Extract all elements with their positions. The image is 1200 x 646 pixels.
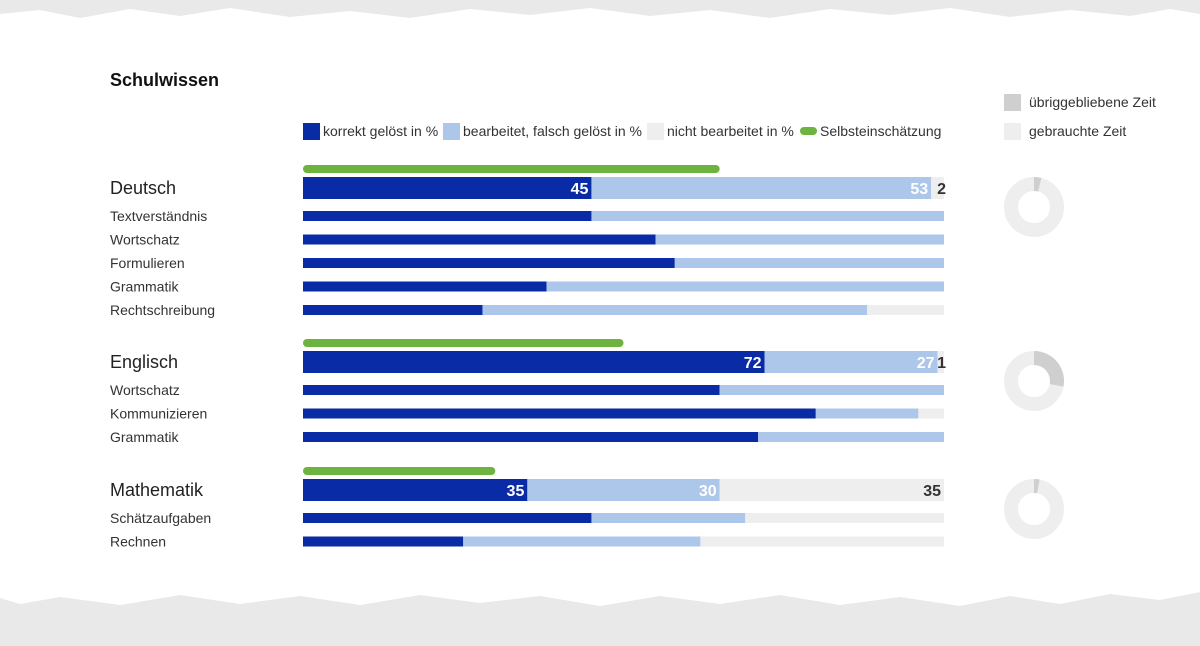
legend-time-remaining-label: übriggebliebene Zeit bbox=[1029, 94, 1156, 110]
englisch-sub-1-wrong-segment bbox=[815, 408, 919, 419]
mathematik-main-correct-segment bbox=[303, 479, 528, 501]
legend-time-remaining-swatch bbox=[1004, 93, 1021, 111]
deutsch-none-value-label: 2 bbox=[937, 181, 946, 198]
deutsch-subcategory-label: Formulieren bbox=[110, 255, 185, 271]
legend-time-used-swatch bbox=[1004, 122, 1021, 140]
englisch-wrong-value-label: 27 bbox=[917, 355, 935, 372]
mathematik-sub-1-correct-segment bbox=[303, 536, 464, 547]
legend-self-label: Selbsteinschätzung bbox=[820, 123, 942, 139]
mathematik-sub-1-wrong-segment bbox=[463, 536, 701, 547]
legend-correct-label: korrekt gelöst in % bbox=[323, 123, 439, 139]
englisch-sub-1-none-segment bbox=[918, 408, 944, 419]
deutsch-sub-4-wrong-segment bbox=[482, 305, 868, 315]
mathematik-sub-1-none-segment bbox=[700, 536, 944, 547]
mathematik-subcategory-label: Schätzaufgaben bbox=[110, 510, 211, 526]
mathematik-none-value-label: 35 bbox=[923, 483, 941, 500]
englisch-self-estimate-bar bbox=[303, 339, 624, 347]
legend-wrong-label: bearbeitet, falsch gelöst in % bbox=[463, 123, 642, 139]
legend-none: nicht bearbeitet in % bbox=[647, 122, 794, 140]
deutsch-sub-2-wrong-segment bbox=[674, 258, 944, 268]
deutsch-subcategory-label: Rechtschreibung bbox=[110, 302, 215, 318]
deutsch-subcategory-label: Textverständnis bbox=[110, 208, 207, 224]
englisch-main-none-segment bbox=[937, 351, 944, 373]
englisch-sub-0-wrong-segment bbox=[719, 385, 944, 395]
legend-none-label: nicht bearbeitet in % bbox=[667, 123, 794, 139]
deutsch-wrong-value-label: 53 bbox=[910, 181, 928, 198]
deutsch-sub-0-wrong-segment bbox=[591, 211, 944, 221]
legend-correct-swatch bbox=[303, 122, 320, 140]
legend-wrong-swatch bbox=[443, 122, 460, 140]
mathematik-self-estimate-bar bbox=[303, 467, 496, 475]
englisch-time-remaining-arc bbox=[1034, 351, 1064, 387]
legend-none-swatch bbox=[647, 122, 664, 140]
deutsch-sub-4-none-segment bbox=[867, 305, 944, 315]
page-title: Schulwissen bbox=[110, 70, 220, 90]
mathematik-wrong-value-label: 30 bbox=[699, 483, 717, 500]
englisch-none-value-label: 1 bbox=[937, 355, 946, 372]
deutsch-correct-value-label: 45 bbox=[571, 181, 589, 198]
mathematik-main-none-segment bbox=[719, 479, 944, 501]
deutsch-sub-3-wrong-segment bbox=[546, 281, 944, 292]
deutsch-subject-label: Deutsch bbox=[110, 178, 176, 198]
deutsch-self-estimate-bar bbox=[303, 165, 720, 173]
mathematik-main-wrong-segment bbox=[527, 479, 720, 501]
englisch-sub-0-correct-segment bbox=[303, 385, 720, 395]
englisch-subcategory-label: Grammatik bbox=[110, 429, 179, 445]
legend-time-used-label: gebrauchte Zeit bbox=[1029, 123, 1127, 139]
legend-wrong: bearbeitet, falsch gelöst in % bbox=[443, 122, 642, 140]
legend-time-used: gebrauchte Zeit bbox=[1004, 122, 1126, 140]
deutsch-subcategory-label: Wortschatz bbox=[110, 232, 180, 248]
englisch-subcategory-label: Kommunizieren bbox=[110, 406, 207, 422]
englisch-sub-1-correct-segment bbox=[303, 408, 816, 419]
mathematik-correct-value-label: 35 bbox=[507, 483, 525, 500]
englisch-sub-2-wrong-segment bbox=[758, 432, 944, 442]
englisch-main-wrong-segment bbox=[764, 351, 938, 373]
englisch-subcategory-label: Wortschatz bbox=[110, 382, 180, 398]
legend-self: Selbsteinschätzung bbox=[800, 122, 941, 140]
mathematik-sub-0-correct-segment bbox=[303, 513, 592, 523]
englisch-subject-label: Englisch bbox=[110, 352, 178, 372]
deutsch-sub-2-correct-segment bbox=[303, 258, 675, 268]
legend-time-remaining: übriggebliebene Zeit bbox=[1004, 93, 1156, 111]
deutsch-main-correct-segment bbox=[303, 177, 592, 199]
deutsch-sub-0-correct-segment bbox=[303, 211, 592, 221]
mathematik-subcategory-label: Rechnen bbox=[110, 534, 166, 550]
deutsch-main-wrong-segment bbox=[591, 177, 932, 199]
deutsch-time-remaining-arc bbox=[1034, 177, 1042, 192]
deutsch-main-none-segment bbox=[931, 177, 944, 199]
mathematik-time-remaining-arc bbox=[1034, 479, 1040, 494]
englisch-sub-2-correct-segment bbox=[303, 432, 759, 442]
mathematik-sub-0-wrong-segment bbox=[591, 513, 746, 523]
legend-self-swatch bbox=[800, 127, 817, 135]
englisch-correct-value-label: 72 bbox=[744, 355, 762, 372]
deutsch-sub-1-wrong-segment bbox=[655, 234, 944, 245]
deutsch-sub-3-correct-segment bbox=[303, 281, 547, 292]
englisch-main-correct-segment bbox=[303, 351, 765, 373]
legend-correct: korrekt gelöst in % bbox=[303, 122, 438, 140]
deutsch-subcategory-label: Grammatik bbox=[110, 279, 179, 295]
deutsch-sub-4-correct-segment bbox=[303, 305, 483, 315]
deutsch-sub-1-correct-segment bbox=[303, 234, 656, 245]
mathematik-subject-label: Mathematik bbox=[110, 480, 204, 500]
mathematik-sub-0-none-segment bbox=[745, 513, 944, 523]
